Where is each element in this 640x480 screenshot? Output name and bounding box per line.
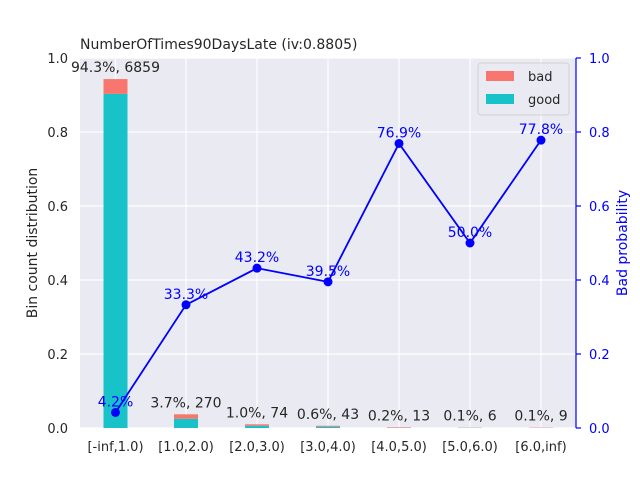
y-tick-label: 0.8 — [47, 126, 68, 141]
y2-axis-label: Bad probability — [615, 190, 631, 296]
probability-label: 76.9% — [377, 125, 421, 141]
bar-good — [245, 425, 269, 428]
bar-good — [174, 418, 198, 428]
probability-point — [465, 238, 475, 248]
x-axis: [-inf,1.0) [1.0,2.0) [2.0,3.0) [3.0,4.0) [4.… — [87, 440, 566, 455]
y-axis-label: Bin count distribution — [25, 168, 41, 319]
bar-bad — [387, 427, 411, 428]
legend-swatch-good — [486, 94, 514, 104]
bad-probability-line — [111, 135, 546, 417]
probability-label: 4.2% — [98, 394, 134, 410]
x-tick-label: [5.0,6.0) — [442, 440, 498, 455]
probability-label: 50.0% — [448, 225, 492, 241]
probability-label: 33.3% — [164, 287, 208, 303]
bar-count-label: 0.2%, 13 — [368, 408, 430, 424]
y2-tick-label: 0.8 — [589, 126, 610, 141]
y-tick-label: 1.0 — [47, 52, 68, 67]
probability-label: 77.8% — [519, 122, 563, 138]
y2-tick-label: 0.0 — [589, 422, 610, 437]
y-tick-label: 0.4 — [47, 274, 68, 289]
bar-bad — [316, 425, 340, 427]
bar-count-label: 0.1%, 6 — [443, 409, 496, 425]
bar-good — [316, 426, 340, 428]
bar-count-label: 94.3%, 6859 — [71, 60, 160, 76]
y-tick-label: 0.0 — [47, 422, 68, 437]
y-tick-label: 0.2 — [47, 348, 68, 363]
right-y-axis: 0.0 0.2 0.4 0.6 0.8 1.0 — [575, 52, 610, 437]
y2-tick-label: 0.6 — [589, 200, 610, 215]
left-y-axis: 0.0 0.2 0.4 0.6 0.8 1.0 — [47, 52, 68, 437]
bar-count-label: 0.6%, 43 — [297, 407, 359, 423]
bar-count-label: 1.0%, 74 — [226, 405, 288, 421]
legend-swatch-bad — [486, 71, 514, 81]
bar-bad — [174, 414, 198, 419]
bad-probability-labels: 4.2% 33.3% 43.2% 39.5% 76.9% 50.0% 77.8% — [98, 122, 564, 410]
x-tick-label: [2.0,3.0) — [229, 440, 285, 455]
probability-label: 39.5% — [306, 264, 350, 280]
chart-title: NumberOfTimes90DaysLate (iv:0.8805) — [80, 37, 357, 53]
x-tick-label: [1.0,2.0) — [158, 440, 214, 455]
probability-point — [394, 138, 404, 148]
bar-labels: 94.3%, 6859 3.7%, 270 1.0%, 74 0.6%, 43 0.2%… — [71, 60, 568, 425]
x-tick-label: [3.0,4.0) — [300, 440, 356, 455]
bar-count-label: 0.1%, 9 — [514, 409, 567, 425]
probability-point — [323, 277, 333, 287]
legend: bad good — [477, 62, 570, 116]
bar-bad — [245, 424, 269, 426]
probability-point — [536, 135, 546, 145]
bars — [103, 79, 553, 428]
bar-good — [103, 93, 128, 428]
probability-point — [111, 407, 120, 417]
y2-tick-label: 1.0 — [589, 52, 610, 67]
x-tick-label: [-inf,1.0) — [87, 440, 143, 455]
y2-tick-label: 0.2 — [589, 348, 610, 363]
y2-tick-label: 0.4 — [589, 274, 610, 289]
probability-point — [252, 263, 262, 273]
bar-count-label: 3.7%, 270 — [150, 395, 221, 411]
x-tick-label: [4.0,5.0) — [371, 440, 427, 455]
bar-bad — [103, 79, 128, 94]
probability-label: 43.2% — [235, 250, 279, 266]
probability-point — [181, 300, 191, 310]
legend-label-good: good — [528, 93, 560, 108]
y-tick-label: 0.6 — [47, 200, 68, 215]
x-tick-label: [6.0,inf) — [515, 440, 566, 455]
legend-label-bad: bad — [528, 70, 552, 85]
